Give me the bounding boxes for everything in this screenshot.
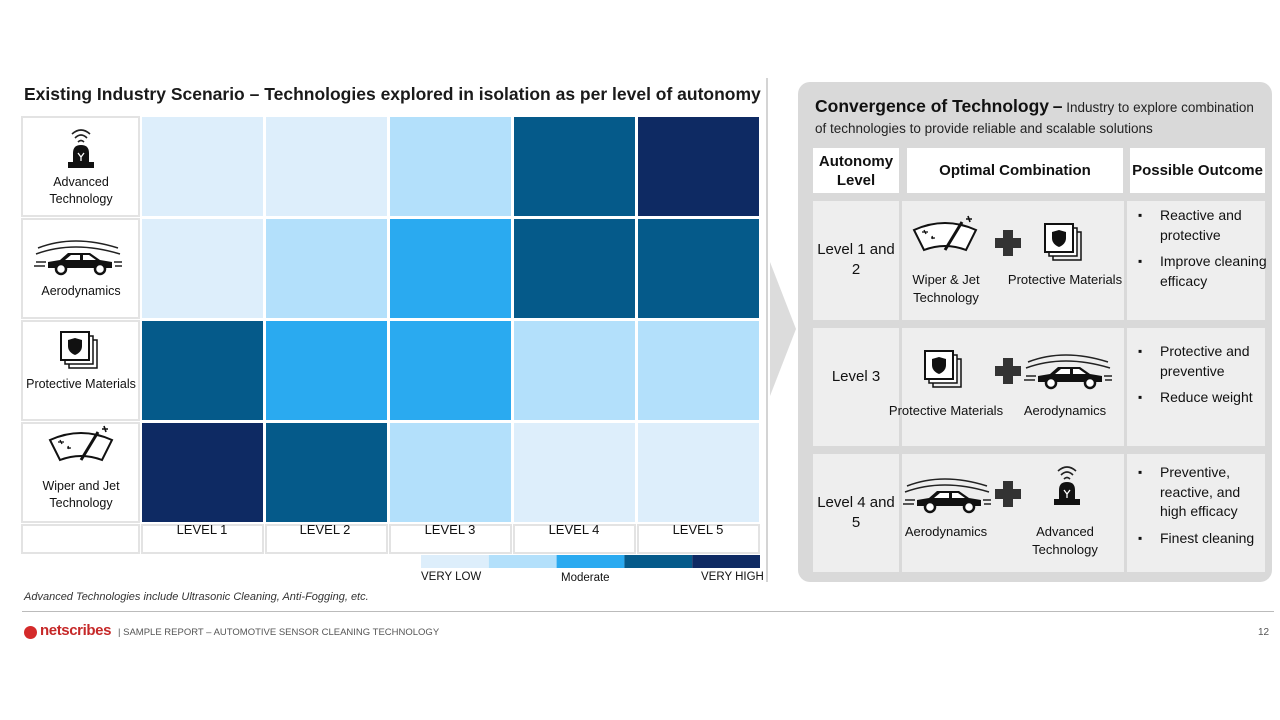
legend-label-very-high: VERY HIGH (701, 571, 764, 583)
vertical-divider (766, 78, 768, 582)
outcome-item: Reactive and protective (1136, 206, 1268, 245)
column-label-level-4: LEVEL 4 (548, 522, 600, 537)
heatmap-cell-protective-materials-level-5 (638, 321, 759, 420)
advanced-technology-icon (68, 129, 94, 168)
level-cell (813, 328, 899, 446)
heatmap-cell-wiper-and-jet-technology-level-5 (638, 423, 759, 522)
wiper-jet-icon (48, 425, 114, 462)
legend-swatch-4 (624, 555, 693, 568)
combination-b-label: Protective Materials (1007, 272, 1123, 287)
heatmap-cell-aerodynamics-level-5 (638, 219, 759, 318)
column-label-cell (513, 524, 636, 554)
row-label-cell (21, 218, 140, 319)
aerodynamics-icon (1024, 354, 1112, 390)
panel-title-main: Convergence of Technology (815, 96, 1050, 116)
plus-icon (995, 230, 1021, 256)
combination-cell (902, 201, 1124, 320)
combination-a-label: Wiper & Jet Technology (912, 272, 980, 305)
legend-label-moderate: Moderate (561, 572, 610, 584)
plus-icon (995, 481, 1021, 507)
row-label-aerodynamics: Aerodynamics (41, 284, 121, 298)
plus-icon (995, 358, 1021, 384)
heatmap-title: Existing Industry Scenario – Technologie… (24, 84, 761, 104)
footer-text: | SAMPLE REPORT – AUTOMOTIVE SENSOR CLEA… (118, 627, 440, 638)
outcome-item: Protective and preventive (1136, 342, 1268, 381)
arrow-right-icon (770, 262, 796, 396)
panel-subtitle: Industry to explore combination of techn… (815, 100, 1254, 136)
footer-divider (22, 611, 1274, 612)
column-label-level-3: LEVEL 3 (424, 522, 476, 537)
heatmap-cell-advanced-technology-level-5 (638, 117, 759, 216)
heatmap-cell-aerodynamics-level-3 (390, 219, 511, 318)
heatmap-cell-aerodynamics-level-2 (266, 219, 387, 318)
level-cell (813, 201, 899, 320)
level-3-label: Level 3 (831, 368, 881, 385)
legend-swatch-5 (692, 555, 760, 568)
outcome-item: Finest cleaning (1136, 529, 1268, 549)
heatmap-cell-advanced-technology-level-2 (266, 117, 387, 216)
header-optimal-combination: Optimal Combination (907, 148, 1123, 193)
heatmap-cell-protective-materials-level-2 (266, 321, 387, 420)
heatmap-cell-advanced-technology-level-4 (514, 117, 635, 216)
level-cell (813, 454, 899, 572)
column-label-cell (265, 524, 388, 554)
legend-label-very-low: VERY LOW (421, 571, 482, 583)
panel-title-dash: – (1052, 96, 1063, 116)
heatmap-cell-advanced-technology-level-3 (390, 117, 511, 216)
legend-swatch-2 (488, 555, 557, 568)
column-label-cell (637, 524, 760, 554)
netscribes-logo: netscribes (40, 622, 112, 639)
heatmap-cell-wiper-and-jet-technology-level-1 (142, 423, 263, 522)
heatmap-cell-wiper-and-jet-technology-level-2 (266, 423, 387, 522)
level-1-and-2-label: Level 1 and 2 (817, 241, 895, 278)
heatmap-chart (21, 116, 760, 568)
column-label-cell (141, 524, 264, 554)
level-4-and-5-label: Level 4 and 5 (817, 494, 895, 531)
protective-materials-icon (924, 350, 962, 388)
outcome-list: Protective and preventive Reduce weight (1136, 342, 1268, 415)
protective-materials-icon (1044, 223, 1082, 261)
legend-swatch-3 (556, 555, 625, 568)
aerodynamics-icon (34, 240, 122, 276)
header-autonomy-level: Autonomy Level (813, 148, 899, 193)
heatmap-cell-advanced-technology-level-1 (142, 117, 263, 216)
outcome-item: Preventive, reactive, and high efficacy (1136, 463, 1268, 522)
heatmap-cell-protective-materials-level-1 (142, 321, 263, 420)
netscribes-logo-icon (24, 626, 37, 639)
aerodynamics-icon (903, 478, 991, 514)
heatmap-cell-aerodynamics-level-4 (514, 219, 635, 318)
page-number: 12 (1258, 627, 1270, 638)
heatmap-cell-protective-materials-level-4 (514, 321, 635, 420)
legend-swatch-1 (421, 555, 489, 568)
column-label-level-1: LEVEL 1 (176, 522, 228, 537)
row-label-protective-materials: Protective Materials (26, 377, 136, 391)
heatmap-cell-aerodynamics-level-1 (142, 219, 263, 318)
outcome-list: Preventive, reactive, and high efficacy … (1136, 463, 1268, 555)
combination-b-label: Aerodynamics (1023, 403, 1107, 418)
outcome-item: Improve cleaning efficacy (1136, 252, 1268, 291)
outcome-item: Reduce weight (1136, 388, 1268, 408)
column-label-level-5: LEVEL 5 (672, 522, 724, 537)
panel-title: Convergence of Technology – Industry to … (815, 96, 1265, 139)
protective-materials-icon (60, 331, 98, 369)
heatmap-cell-protective-materials-level-3 (390, 321, 511, 420)
heatmap-cell-wiper-and-jet-technology-level-3 (390, 423, 511, 522)
row-label-advanced-technology: Advanced Technology (49, 175, 113, 206)
corner-cell (21, 524, 140, 554)
column-label-cell (389, 524, 512, 554)
advanced-technology-icon (1054, 466, 1080, 505)
combination-b-label: Advanced Technology (1032, 524, 1098, 557)
row-label-wiper-jet: Wiper and Jet Technology (42, 479, 120, 510)
column-label-level-2: LEVEL 2 (299, 522, 351, 537)
combination-a-label: Protective Materials (888, 403, 1004, 418)
outcome-list: Reactive and protective Improve cleaning… (1136, 206, 1268, 298)
combination-cell (902, 454, 1124, 572)
wiper-jet-icon (912, 215, 978, 252)
footnote: Advanced Technologies include Ultrasonic… (24, 591, 369, 603)
combination-a-label: Aerodynamics (904, 524, 988, 539)
header-possible-outcome: Possible Outcome (1130, 148, 1265, 193)
heatmap-cell-wiper-and-jet-technology-level-4 (514, 423, 635, 522)
